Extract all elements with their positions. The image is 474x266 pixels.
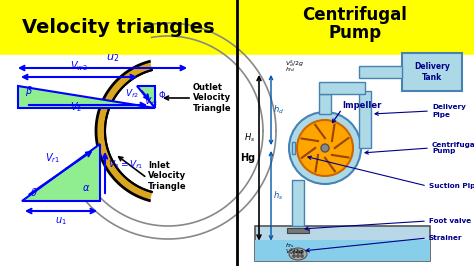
Circle shape [301, 251, 303, 253]
Polygon shape [22, 144, 100, 201]
Bar [359, 66, 402, 78]
Bar [0, 55, 237, 266]
Text: Strainer: Strainer [429, 235, 463, 241]
Text: Impeller: Impeller [342, 102, 382, 110]
Text: $V_1 = V_{f1}$: $V_1 = V_{f1}$ [108, 159, 143, 171]
Text: Foot valve: Foot valve [429, 218, 471, 224]
Text: Hg: Hg [240, 153, 255, 163]
Bar [255, 240, 430, 261]
Text: $u_1$: $u_1$ [55, 215, 67, 227]
Text: Delivery
Tank: Delivery Tank [414, 62, 450, 82]
Text: Velocity triangles: Velocity triangles [22, 18, 214, 37]
Circle shape [297, 255, 299, 257]
Text: $V_{r2}$: $V_{r2}$ [144, 95, 158, 107]
Bar [237, 55, 474, 266]
Bar [319, 94, 331, 114]
Text: $H_s$: $H_s$ [244, 131, 255, 144]
Text: $u_2$: $u_2$ [106, 52, 119, 64]
Text: Inlet
Velocity
Triangle: Inlet Velocity Triangle [148, 161, 187, 191]
Circle shape [297, 120, 353, 176]
Text: $h_s$: $h_s$ [273, 189, 283, 202]
Text: $\beta$: $\beta$ [25, 84, 33, 98]
Text: $\alpha$: $\alpha$ [82, 183, 90, 193]
Polygon shape [96, 61, 152, 201]
Bar [292, 180, 304, 226]
Text: $V_d^2/2g$: $V_d^2/2g$ [285, 59, 304, 69]
Text: $h_{fd}$: $h_{fd}$ [285, 65, 295, 74]
Text: $V_s^2/2g$: $V_s^2/2g$ [285, 246, 304, 257]
Circle shape [293, 251, 295, 253]
Text: Centrifugal
Pump: Centrifugal Pump [432, 142, 474, 155]
Text: $V_2$: $V_2$ [70, 100, 82, 114]
Bar [402, 53, 462, 91]
Text: $h_d$: $h_d$ [273, 104, 284, 116]
Polygon shape [18, 86, 155, 108]
Text: Outlet
Velocity
Triangle: Outlet Velocity Triangle [193, 83, 232, 113]
Circle shape [301, 255, 303, 257]
Bar [255, 226, 430, 261]
Circle shape [297, 251, 299, 253]
Bar [319, 82, 365, 94]
Text: Delivery
Pipe: Delivery Pipe [432, 105, 466, 118]
Text: $\Phi$: $\Phi$ [158, 89, 166, 100]
Circle shape [321, 144, 329, 152]
Text: $h_{fs}$: $h_{fs}$ [285, 241, 295, 250]
Text: Suction Pipe: Suction Pipe [429, 183, 474, 189]
Polygon shape [137, 86, 155, 108]
Circle shape [293, 255, 295, 257]
Text: $V_{w2}$: $V_{w2}$ [70, 59, 88, 73]
Circle shape [289, 112, 361, 184]
Bar [292, 142, 295, 154]
Text: $V_{r1}$: $V_{r1}$ [45, 151, 60, 165]
Text: $\theta$: $\theta$ [30, 186, 38, 198]
Bar [359, 91, 371, 148]
Ellipse shape [289, 248, 307, 260]
Text: Centrifugal
Pump: Centrifugal Pump [302, 6, 408, 43]
Text: $V_{f2}$: $V_{f2}$ [125, 87, 139, 99]
Bar [287, 228, 309, 233]
